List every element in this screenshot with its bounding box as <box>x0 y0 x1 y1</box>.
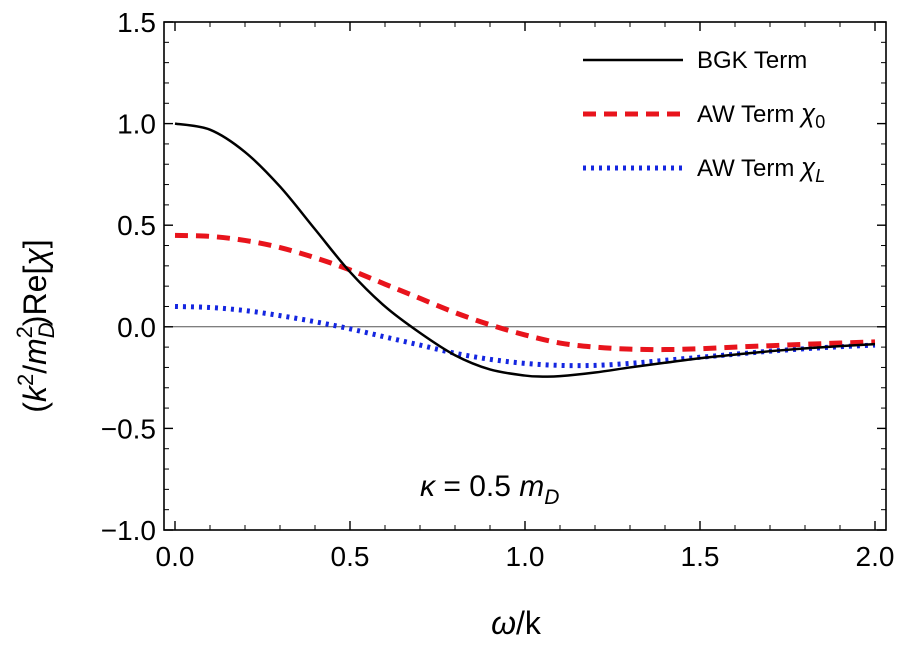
y-label-chi: χ <box>17 248 53 269</box>
legend-chi: χ <box>799 98 816 128</box>
series-line-0 <box>174 122 876 378</box>
plot-frame <box>163 21 887 531</box>
y-label-k-exp: 2 <box>13 374 38 386</box>
y-tick-label: 1.5 <box>117 7 156 38</box>
y-label-slash: / <box>17 365 53 374</box>
legend-entry-0: BGK Term <box>697 47 807 74</box>
annotation-sub: D <box>544 486 559 509</box>
legend-subscript: 0 <box>815 112 825 132</box>
y-tick-label: 0.5 <box>117 210 156 241</box>
legend-subscript: L <box>815 166 825 186</box>
kappa-annotation: κ = 0.5 mD <box>420 470 559 509</box>
legend-label: AW Term <box>697 101 801 128</box>
legend-chi: χ <box>799 152 816 182</box>
legend-entry-1: AW Term χ0 <box>697 98 825 132</box>
legend-label: BGK Term <box>697 47 807 74</box>
annotation-m: m <box>519 470 544 503</box>
y-label-m: m <box>17 338 53 365</box>
x-tick-label: 0.0 <box>156 541 195 572</box>
x-label-tail: /k <box>516 605 542 641</box>
y-axis-label: (k2/mD2)Re[χ] <box>12 239 59 412</box>
x-label-omega: ω <box>491 605 516 641</box>
y-label-close: )Re[ <box>17 266 53 327</box>
y-label-end: ] <box>17 239 53 248</box>
y-label-m-exp: 2 <box>12 326 37 338</box>
x-tick-label: 0.5 <box>331 541 370 572</box>
plot-border <box>163 21 887 531</box>
x-axis-label: ω/k <box>491 605 542 641</box>
legend-entry-2: AW Term χL <box>697 152 825 186</box>
x-tick-label: 2.0 <box>856 541 895 572</box>
annotation-kappa: κ <box>420 470 437 503</box>
series-group <box>174 122 876 378</box>
y-label-open: ( <box>17 402 53 413</box>
y-tick-label: 1.0 <box>117 109 156 140</box>
x-tick-label: 1.5 <box>681 541 720 572</box>
legend-label: AW Term <box>697 155 801 182</box>
y-tick-label: −1.0 <box>101 515 156 546</box>
annotation-equals: = 0.5 <box>435 470 519 503</box>
y-label-m-sub: D <box>34 322 59 338</box>
ticks-group: 0.0 0.5 1.0 1.5 2.0 −1.0 −0.5 0.0 0.5 1.0 1.5 <box>101 7 895 572</box>
y-tick-label: 0.0 <box>117 312 156 343</box>
y-label-k: k <box>17 384 53 402</box>
y-tick-label: −0.5 <box>101 413 156 444</box>
x-tick-label: 1.0 <box>506 541 545 572</box>
series-line-1 <box>174 232 876 353</box>
